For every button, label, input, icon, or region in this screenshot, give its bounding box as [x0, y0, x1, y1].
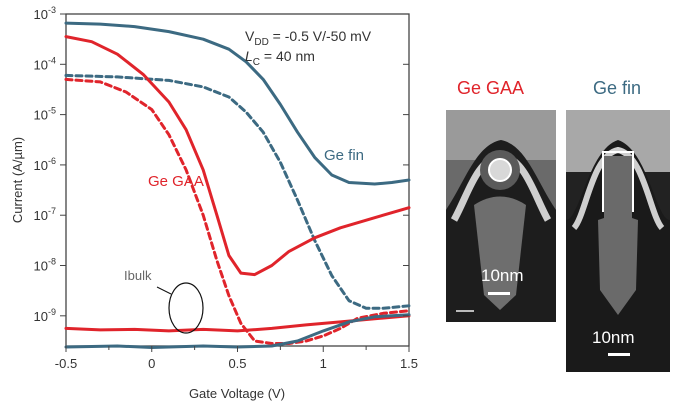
x-tick-label: 0: [148, 356, 155, 371]
fin-panel-title: Ge fin: [593, 78, 642, 98]
x-tick-label: 0.5: [228, 356, 246, 371]
gaa-tem-image: 10nm: [446, 110, 556, 322]
fin-scale-label: 10nm: [592, 328, 635, 347]
lc-sub: C: [253, 57, 260, 68]
series-label-fin: Ge fin: [324, 147, 364, 164]
gaa-scale-label: 10nm: [481, 266, 524, 285]
vdd-text: = -0.5 V/-50 mV: [269, 28, 372, 44]
gaa-panel-title: Ge GAA: [457, 78, 525, 98]
y-tick-label: 10-6: [34, 156, 56, 173]
series-line-gaa-dashed: [64, 77, 411, 345]
y-tick-label: 10-3: [34, 5, 56, 22]
x-tick-label: -0.5: [55, 356, 77, 371]
vdd-sub: DD: [254, 37, 268, 48]
series-label-ibulk: Ibulk: [124, 268, 152, 283]
y-tick-label: 10-9: [34, 307, 56, 324]
fin-tem-image: 10nm: [566, 110, 670, 372]
lc-text: = 40 nm: [260, 48, 315, 64]
x-axis-label: Gate Voltage (V): [189, 386, 285, 401]
y-tick-label: 10-5: [34, 106, 56, 123]
y-tick-label: 10-4: [34, 55, 56, 72]
y-tick-label: 10-7: [34, 206, 56, 223]
y-tick-label: 10-8: [34, 257, 56, 274]
lc-prefix: L: [245, 48, 253, 64]
gaa-tem-drawing: [446, 110, 556, 322]
gaa-scale-bar: [488, 292, 510, 295]
series-line-gaa-solid: [64, 35, 411, 277]
id-vg-chart: -0.5 0 0.5 1 1.5 10-3 10-4 10-5 10-6 10-7 10-8 10-9…: [10, 5, 419, 401]
x-tick-label: 1: [320, 356, 327, 371]
tick-layer: -0.5 0 0.5 1 1.5 10-3 10-4 10-5 10-6 10-7 10-8 10-9: [34, 5, 419, 371]
vdd-prefix: V: [245, 28, 255, 44]
series-layer: [64, 21, 411, 349]
series-line-fin-solid: [64, 21, 411, 186]
ibulk-leader: [156, 286, 172, 295]
series-line-fin-solid-ibulk: [64, 313, 411, 349]
plot-frame: [65, 13, 410, 347]
annotation-lc: LC = 40 nm: [245, 48, 315, 68]
series-line-fin-dashed: [64, 73, 411, 310]
series-label-gaa: Ge GAA: [148, 173, 204, 190]
fin-scale-bar: [608, 353, 630, 356]
plot-border: [65, 13, 410, 347]
annotation-vdd: VDD = -0.5 V/-50 mV: [245, 28, 372, 48]
fin-tem-drawing: [566, 110, 670, 372]
ibulk-ellipse: [168, 282, 204, 334]
x-tick-label: 1.5: [400, 356, 418, 371]
y-axis-label: Current (A/µm): [10, 137, 25, 223]
